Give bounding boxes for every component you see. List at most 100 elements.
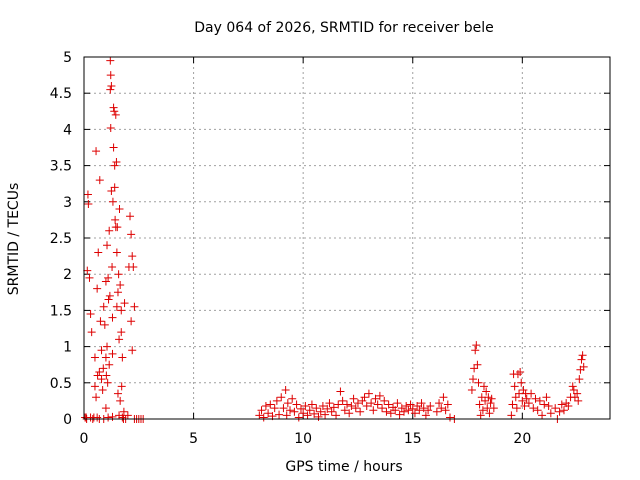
data-series: [81, 56, 588, 423]
data-point: [482, 387, 491, 396]
data-point: [318, 401, 327, 410]
y-tick-label: 2: [63, 267, 72, 283]
data-point: [92, 393, 101, 402]
data-point: [334, 400, 343, 409]
data-point: [255, 411, 264, 420]
data-point: [115, 205, 124, 214]
data-point: [484, 393, 493, 402]
data-point: [546, 409, 555, 418]
data-point: [578, 351, 587, 360]
data-point: [101, 404, 110, 413]
data-point: [288, 394, 297, 403]
data-point: [415, 406, 424, 415]
x-axis-label: GPS time / hours: [285, 459, 402, 475]
data-point: [424, 406, 433, 415]
data-point: [312, 404, 321, 413]
data-point: [573, 389, 582, 398]
data-point: [111, 215, 120, 224]
data-point: [353, 399, 362, 408]
data-point: [349, 394, 358, 403]
grid: [84, 57, 610, 419]
data-point: [292, 400, 301, 409]
data-point: [87, 328, 96, 337]
data-point: [557, 400, 566, 409]
data-point: [120, 299, 129, 308]
data-point: [117, 306, 126, 315]
data-point: [303, 411, 312, 420]
data-point: [266, 400, 275, 409]
data-point: [282, 411, 291, 420]
data-point: [90, 382, 99, 391]
data-point: [367, 399, 376, 408]
data-point: [386, 409, 395, 418]
data-point: [129, 262, 138, 271]
data-point: [489, 404, 498, 413]
data-point: [579, 362, 588, 371]
data-point: [535, 396, 544, 405]
data-point: [83, 190, 92, 199]
data-point: [476, 411, 485, 420]
data-point: [479, 382, 488, 391]
data-point: [404, 406, 413, 415]
y-tick-label: 5: [63, 50, 72, 66]
data-point: [108, 262, 117, 271]
data-point: [127, 317, 136, 326]
data-point: [104, 273, 113, 282]
data-point: [343, 400, 351, 409]
y-tick-label: 4.5: [50, 86, 72, 102]
data-point: [98, 386, 107, 395]
data-point: [485, 409, 494, 418]
data-point: [469, 375, 478, 384]
data-point: [513, 370, 522, 379]
data-point: [486, 399, 495, 408]
data-point: [555, 407, 564, 416]
data-point: [105, 291, 114, 300]
data-point: [471, 346, 480, 355]
data-point: [294, 413, 303, 422]
data-point: [106, 123, 115, 132]
data-point: [351, 404, 360, 413]
data-point: [426, 401, 435, 410]
data-point: [117, 382, 126, 391]
data-point: [332, 411, 341, 420]
data-point: [128, 252, 137, 261]
data-point: [577, 355, 586, 364]
data-point: [105, 360, 114, 369]
data-point: [516, 367, 525, 376]
data-point: [116, 281, 125, 290]
data-point: [391, 406, 400, 415]
data-point: [110, 107, 119, 116]
data-point: [107, 186, 116, 195]
chart-title: Day 064 of 2026, SRMTID for receiver bel…: [194, 20, 493, 36]
data-point: [93, 371, 102, 380]
data-point: [520, 401, 529, 410]
data-point: [118, 413, 127, 422]
data-point: [356, 407, 365, 416]
data-point: [336, 387, 345, 396]
y-axis-label: SRMTID / TECUs: [6, 183, 22, 296]
y-tick-label: 0: [63, 412, 72, 428]
data-point: [538, 411, 547, 420]
data-point: [95, 176, 104, 185]
data-point: [103, 342, 112, 351]
data-point: [290, 407, 299, 416]
y-tick-label: 3.5: [50, 159, 72, 175]
data-point: [421, 411, 430, 420]
data-point: [257, 406, 266, 415]
data-point: [301, 401, 310, 410]
data-point: [362, 401, 371, 410]
data-point: [106, 71, 115, 80]
data-point: [281, 386, 290, 395]
data-point: [470, 364, 479, 373]
data-point: [109, 103, 118, 112]
data-point: [115, 335, 124, 344]
data-point: [90, 353, 99, 362]
data-point: [551, 404, 560, 413]
data-point: [118, 353, 127, 362]
x-tick-label: 5: [189, 431, 198, 447]
data-point: [575, 375, 584, 384]
x-tick-label: 20: [513, 431, 531, 447]
data-point: [347, 401, 356, 410]
data-point: [472, 341, 481, 350]
